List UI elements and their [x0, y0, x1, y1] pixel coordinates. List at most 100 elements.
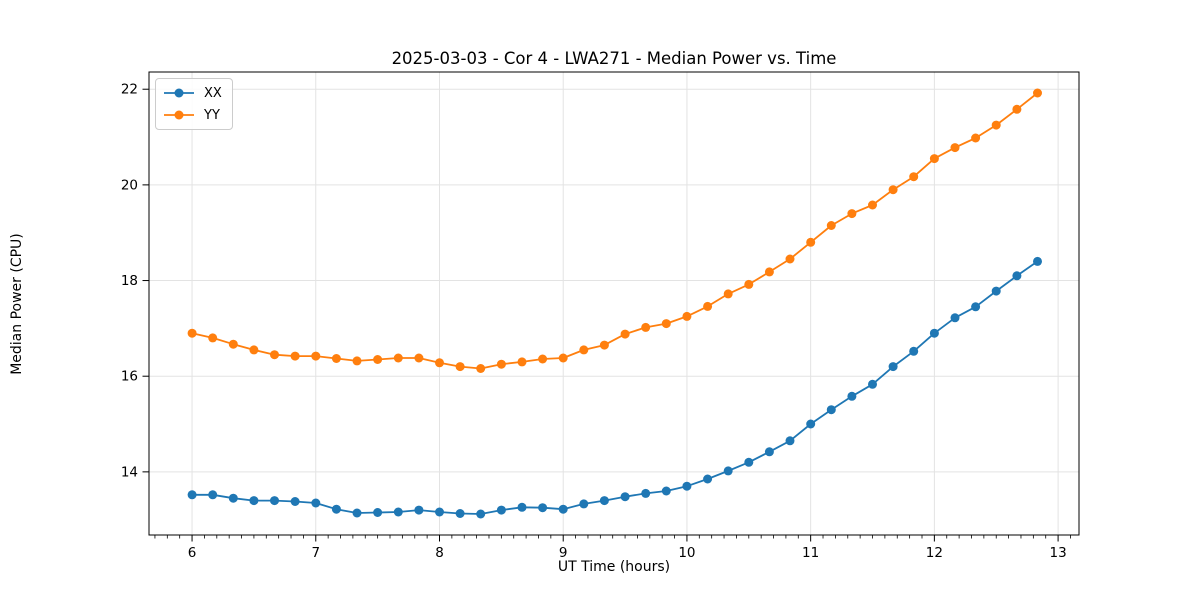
data-point-marker — [744, 457, 754, 467]
data-point-marker — [538, 354, 548, 364]
data-point-marker — [393, 507, 403, 517]
data-point-marker — [641, 488, 651, 498]
data-point-marker — [496, 359, 506, 369]
y-tick-labels: 14 16 18 20 22 — [121, 82, 138, 481]
x-tick-label: 10 — [678, 545, 695, 561]
data-point-marker — [290, 497, 300, 506]
data-point-marker — [661, 486, 671, 496]
data-point-marker — [311, 351, 321, 361]
data-point-marker — [187, 490, 197, 500]
data-point-marker — [620, 492, 630, 502]
data-point-marker — [414, 353, 424, 363]
data-point-marker — [579, 499, 589, 509]
series-line — [192, 260, 1039, 515]
data-point-marker — [414, 505, 424, 515]
data-point-marker — [682, 311, 692, 321]
x-tick-label: 9 — [559, 545, 568, 561]
legend-item-xx: XX — [162, 82, 222, 104]
data-point-marker — [723, 466, 733, 476]
legend-line-marker-icon — [164, 110, 194, 120]
data-point-marker — [703, 474, 713, 484]
axis-ticks — [142, 88, 1071, 542]
data-point-marker — [888, 185, 898, 195]
data-point-marker — [929, 328, 939, 338]
x-tick-label: 11 — [802, 545, 819, 561]
data-point-marker — [599, 496, 609, 506]
data-point-marker — [517, 502, 527, 512]
data-point-marker — [373, 355, 383, 364]
data-point-marker — [249, 496, 259, 506]
data-point-marker — [270, 496, 279, 506]
data-point-marker — [661, 319, 671, 329]
data-point-marker — [909, 346, 919, 356]
data-point-marker — [579, 345, 589, 355]
data-point-marker — [806, 237, 816, 247]
data-point-marker — [455, 509, 465, 518]
x-tick-label: 6 — [188, 545, 197, 561]
data-point-marker — [991, 286, 1001, 296]
data-point-marker — [435, 507, 444, 517]
data-point-marker — [311, 498, 321, 508]
legend-item-yy: YY — [162, 104, 222, 126]
data-point-marker — [1033, 88, 1042, 98]
data-point-marker — [393, 353, 403, 363]
y-tick-label: 22 — [121, 82, 138, 98]
data-point-marker — [331, 354, 341, 363]
x-tick-label: 12 — [926, 545, 943, 561]
data-point-marker — [1012, 104, 1022, 114]
data-point-marker — [187, 328, 197, 338]
grid-lines — [149, 72, 1079, 535]
data-point-marker — [270, 350, 279, 360]
data-point-marker — [476, 364, 486, 373]
data-point-marker — [971, 133, 981, 143]
data-point-marker — [909, 172, 919, 182]
data-point-marker — [703, 301, 713, 311]
data-point-marker — [558, 353, 568, 363]
data-point-marker — [290, 351, 300, 361]
data-point-marker — [641, 322, 651, 332]
data-point-marker — [228, 493, 238, 503]
data-point-marker — [723, 289, 733, 299]
data-point-marker — [1012, 271, 1022, 281]
axes-frame — [148, 71, 1080, 536]
data-point-marker — [971, 302, 981, 312]
data-point-marker — [950, 313, 960, 323]
legend-label: XX — [204, 85, 222, 101]
data-point-marker — [929, 154, 939, 164]
data-point-marker — [599, 340, 609, 350]
data-point-marker — [435, 358, 444, 368]
x-axis-label: UT Time (hours) — [557, 559, 671, 575]
data-point-marker — [764, 447, 774, 457]
chart-title: 2025-03-03 - Cor 4 - LWA271 - Median Pow… — [391, 49, 837, 68]
y-tick-label: 20 — [121, 177, 138, 193]
data-point-marker — [558, 504, 568, 514]
data-point-marker — [847, 209, 857, 219]
data-point-marker — [208, 333, 218, 343]
data-point-marker — [764, 267, 774, 277]
data-point-marker — [950, 143, 960, 153]
legend-line-marker-icon — [164, 88, 194, 98]
data-point-marker — [785, 254, 795, 264]
x-tick-label: 7 — [311, 545, 320, 561]
data-point-marker — [517, 357, 527, 367]
data-point-marker — [331, 504, 341, 514]
data-point-marker — [455, 362, 465, 372]
data-point-marker — [476, 509, 486, 519]
series-yy — [187, 88, 1042, 373]
data-point-marker — [826, 405, 836, 415]
y-tick-label: 16 — [121, 369, 138, 385]
data-point-marker — [888, 362, 898, 372]
x-tick-label: 8 — [435, 545, 444, 561]
series-line — [191, 92, 1039, 370]
data-point-marker — [373, 508, 383, 517]
data-point-marker — [682, 481, 692, 491]
data-point-marker — [352, 356, 362, 366]
series-xx — [187, 256, 1042, 519]
data-point-marker — [249, 345, 259, 355]
data-point-marker — [538, 503, 548, 513]
data-point-marker — [744, 279, 754, 289]
legend: XX YY — [155, 78, 233, 130]
x-tick-labels: 6 7 8 9 10 11 12 13 — [188, 545, 1067, 561]
